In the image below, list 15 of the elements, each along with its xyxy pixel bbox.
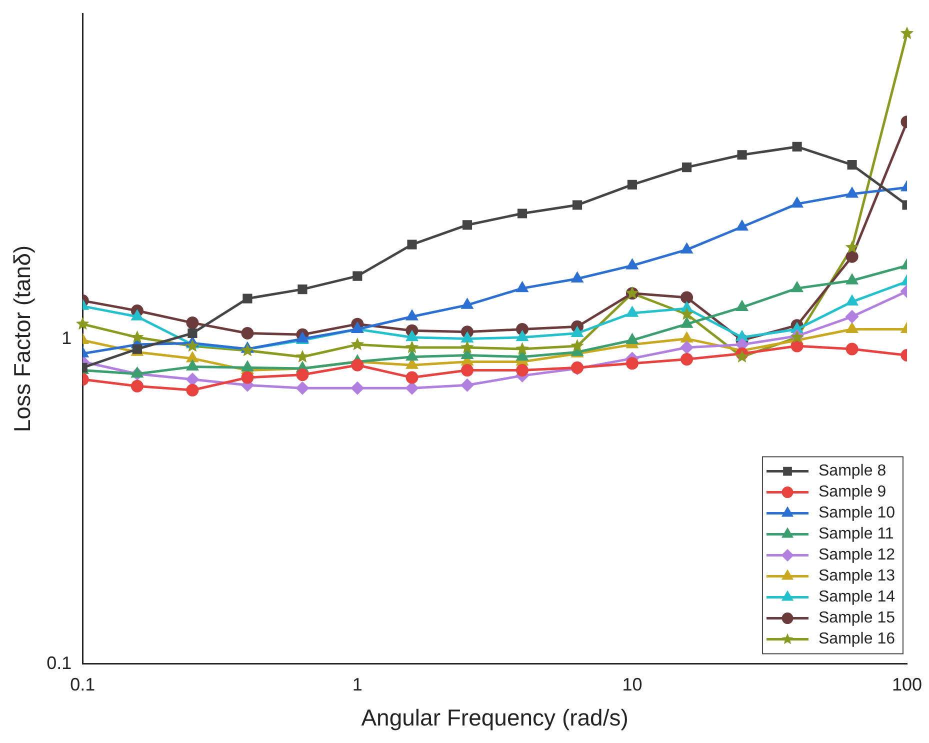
legend-label: Sample 9 <box>818 484 886 501</box>
x-tick-label: 100 <box>892 674 922 695</box>
legend-label: Sample 16 <box>818 630 896 648</box>
x-axis-title: Angular Frequency (rad/s) <box>361 704 628 731</box>
legend-label: Sample 11 <box>818 526 894 543</box>
x-tick-label: 1 <box>352 674 362 695</box>
x-tick-label: 0.1 <box>70 674 96 695</box>
legend-label: Sample 15 <box>818 610 896 627</box>
legend-label: Sample 8 <box>818 462 886 480</box>
legend-label: Sample 13 <box>818 568 896 585</box>
legend-label: Sample 14 <box>818 588 896 606</box>
legend-label: Sample 10 <box>818 504 896 522</box>
legend-label: Sample 12 <box>818 546 896 564</box>
y-axis-title: Loss Factor (tanδ) <box>9 245 36 432</box>
x-tick-label: 10 <box>622 674 642 695</box>
